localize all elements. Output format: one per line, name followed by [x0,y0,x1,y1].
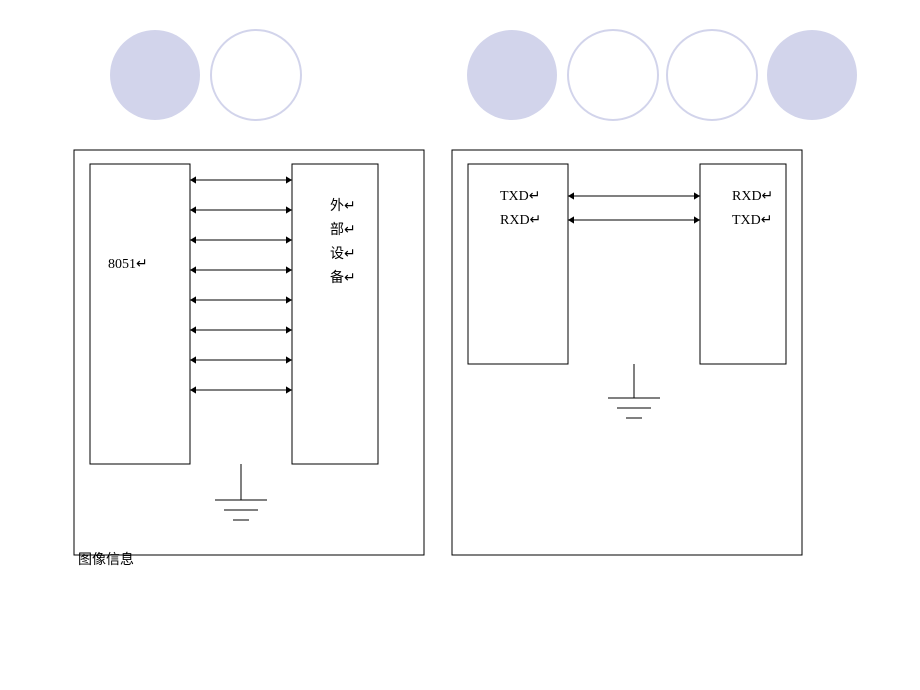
label-8051: 8051↵ [108,257,148,272]
diagram-right: TXD↵ RXD↵ RXD↵ TXD↵ [452,150,802,555]
decor-circle-1 [211,30,301,120]
label-right-rxd: RXD↵ [732,189,773,204]
decor-circle-5 [767,30,857,120]
footer-text: 图像信息 [78,551,134,568]
decor-circle-2 [467,30,557,120]
decor-circle-0 [110,30,200,120]
decor-circle-3 [568,30,658,120]
label-device-char-1: 部↵ [330,222,356,238]
label-right-txd: TXD↵ [732,213,773,228]
diagram-left: 8051↵ 外↵ 部↵ 设↵ 备↵ [74,150,424,555]
label-left-txd: TXD↵ [500,189,541,204]
decor-circle-4 [667,30,757,120]
label-left-rxd: RXD↵ [500,213,541,228]
diagram-canvas: 8051↵ 外↵ 部↵ 设↵ 备↵ TXD↵ RXD↵ RXD↵ TXD↵ 图像信息 [0,0,920,690]
left-box-8051 [90,164,190,464]
label-device-char-0: 外↵ [330,198,356,214]
label-device-char-2: 设↵ [330,246,356,262]
label-device-char-3: 备↵ [330,269,356,286]
